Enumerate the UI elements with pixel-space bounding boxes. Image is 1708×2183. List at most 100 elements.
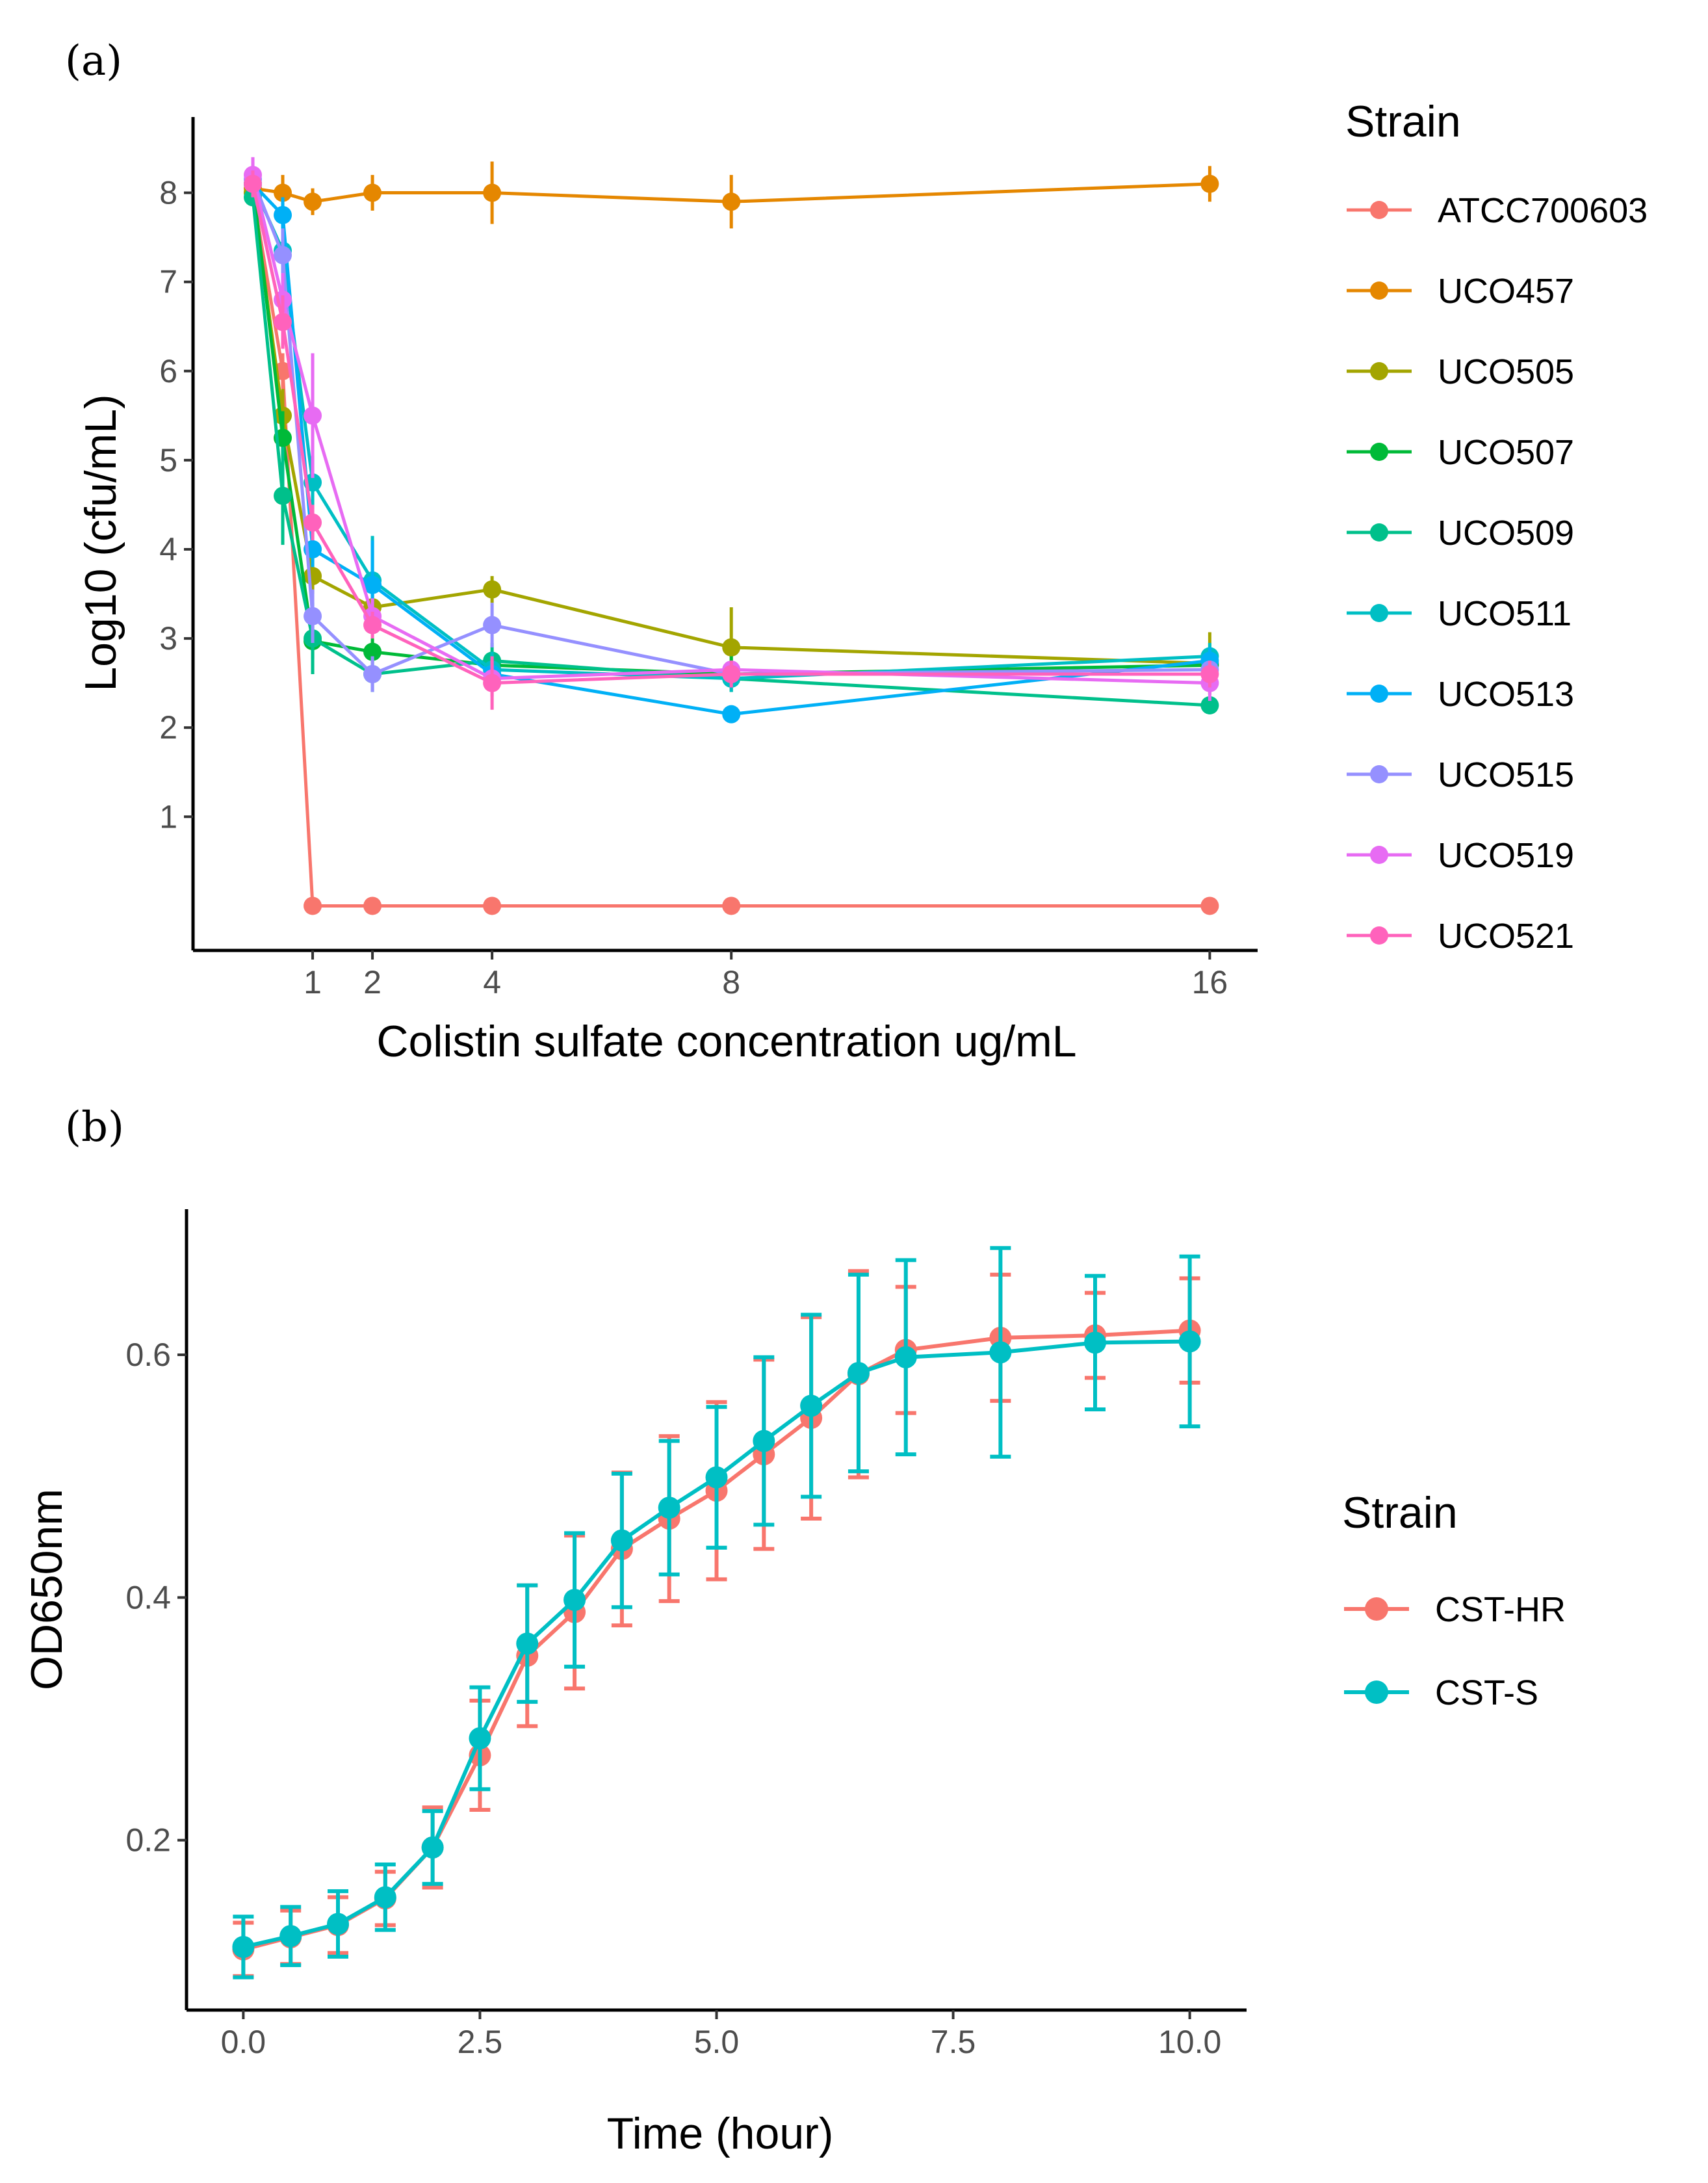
legend-key-point xyxy=(1370,604,1388,622)
data-point xyxy=(469,1727,491,1749)
legend-item-uco505: UCO505 xyxy=(1347,352,1574,391)
x-tick-label: 2 xyxy=(363,964,382,1000)
series-line xyxy=(251,192,1210,908)
data-point xyxy=(989,1341,1012,1364)
x-tick-label: 1 xyxy=(304,964,322,1000)
panel-a-legend-title: Strain xyxy=(1345,97,1461,146)
legend-label: CST-S xyxy=(1435,1673,1538,1712)
data-point xyxy=(363,616,382,634)
series-uco457 xyxy=(244,161,1219,229)
y-tick-label: 6 xyxy=(159,353,177,389)
legend-item-uco521: UCO521 xyxy=(1347,917,1574,956)
data-point xyxy=(1178,1330,1201,1353)
panel-b-x-axis-title: Time (hour) xyxy=(607,2109,834,2158)
y-tick-label: 1 xyxy=(159,798,177,835)
legend-key-point xyxy=(1370,765,1388,783)
data-point xyxy=(483,616,502,634)
legend-key-point xyxy=(1370,523,1388,542)
legend-item-uco513: UCO513 xyxy=(1347,675,1574,714)
data-point xyxy=(363,642,382,661)
legend-item-atcc700603: ATCC700603 xyxy=(1347,191,1648,230)
data-point xyxy=(847,1362,870,1384)
x-tick-label: 8 xyxy=(722,964,740,1000)
panel-a: (a) 1 2 4 8 16 1 2 3 4 5 6 7 8 Colistin sulfate conc… xyxy=(65,37,1648,1066)
data-point xyxy=(363,664,382,683)
data-point xyxy=(274,205,292,224)
panel-a-axes xyxy=(191,117,1258,952)
panel-a-ticks: 1 2 4 8 16 1 2 3 4 5 6 7 8 xyxy=(159,175,1228,1000)
y-tick-label: 0.4 xyxy=(125,1579,171,1615)
legend-key-point xyxy=(1370,201,1388,219)
legend-label: UCO513 xyxy=(1438,675,1574,714)
legend-label: UCO505 xyxy=(1438,352,1574,391)
data-point xyxy=(1084,1331,1106,1354)
data-point xyxy=(722,896,741,915)
series-atcc700603 xyxy=(244,183,1219,915)
series-uco505 xyxy=(244,183,1219,695)
series-uco521 xyxy=(244,170,1219,710)
panel-a-label: (a) xyxy=(65,37,122,85)
legend-item-uco457: UCO457 xyxy=(1347,272,1574,311)
legend-label: UCO515 xyxy=(1438,755,1574,794)
data-point xyxy=(304,406,322,425)
legend-item-cst-s: CST-S xyxy=(1344,1673,1538,1712)
legend-item-cst-hr: CST-HR xyxy=(1344,1590,1566,1629)
legend-label: UCO507 xyxy=(1438,433,1574,472)
series-cst-hr xyxy=(232,1269,1201,1978)
x-tick-label: 5.0 xyxy=(694,2024,740,2060)
data-point xyxy=(516,1632,539,1655)
legend-key-point xyxy=(1370,685,1388,703)
x-tick-label: 10.0 xyxy=(1158,2024,1221,2060)
data-point xyxy=(563,1589,586,1612)
legend-item-uco507: UCO507 xyxy=(1347,433,1574,472)
panel-b-y-axis-title: OD650nm xyxy=(22,1489,71,1690)
y-tick-label: 5 xyxy=(159,442,177,478)
data-point xyxy=(1200,174,1219,193)
data-point xyxy=(483,896,502,915)
data-point xyxy=(304,567,322,586)
panel-a-x-axis-title: Colistin sulfate concentration ug/mL xyxy=(376,1017,1076,1066)
y-tick-label: 2 xyxy=(159,709,177,746)
series-line xyxy=(251,183,1210,676)
y-tick-label: 4 xyxy=(159,531,177,568)
legend-label: UCO511 xyxy=(1438,594,1572,633)
legend-key-point xyxy=(1370,362,1388,380)
x-tick-label: 7.5 xyxy=(931,2024,976,2060)
legend-item-uco519: UCO519 xyxy=(1347,836,1574,875)
series-cst-s xyxy=(232,1246,1201,1980)
legend-label: UCO509 xyxy=(1438,514,1574,553)
data-point xyxy=(1200,664,1219,683)
data-point xyxy=(363,575,382,594)
data-point xyxy=(894,1346,917,1368)
data-point xyxy=(722,705,741,724)
data-point xyxy=(274,313,292,332)
y-tick-label: 0.2 xyxy=(125,1822,171,1859)
data-point xyxy=(705,1466,728,1489)
series-line xyxy=(251,192,1210,665)
x-tick-label: 0.0 xyxy=(221,2024,266,2060)
data-point xyxy=(304,607,322,625)
x-tick-label: 4 xyxy=(483,964,501,1000)
panel-b-label: (b) xyxy=(65,1103,124,1151)
panel-a-legend: Strain ATCC700603 UCO457 UCO505 UCO507 UCO50… xyxy=(1345,97,1648,956)
legend-key-point xyxy=(1370,846,1388,864)
legend-label: UCO519 xyxy=(1438,836,1574,875)
data-point xyxy=(363,896,382,915)
legend-key-point xyxy=(1365,1680,1388,1704)
data-point xyxy=(658,1497,680,1519)
data-point xyxy=(232,1935,255,1958)
legend-item-uco511: UCO511 xyxy=(1347,594,1572,633)
legend-item-uco515: UCO515 xyxy=(1347,755,1574,794)
series-line xyxy=(251,174,1210,685)
data-point xyxy=(1200,696,1219,714)
y-tick-label: 7 xyxy=(159,264,177,300)
data-point xyxy=(274,246,292,265)
x-tick-label: 16 xyxy=(1192,964,1228,1000)
y-tick-label: 8 xyxy=(159,175,177,211)
data-point xyxy=(1200,896,1219,915)
data-point xyxy=(274,183,292,202)
data-point xyxy=(304,192,322,211)
legend-key-point xyxy=(1370,443,1388,461)
panel-b: (b) 0.0 2.5 5.0 7.5 10.0 0.2 0.4 0.6 Time (hour… xyxy=(22,1103,1566,2158)
